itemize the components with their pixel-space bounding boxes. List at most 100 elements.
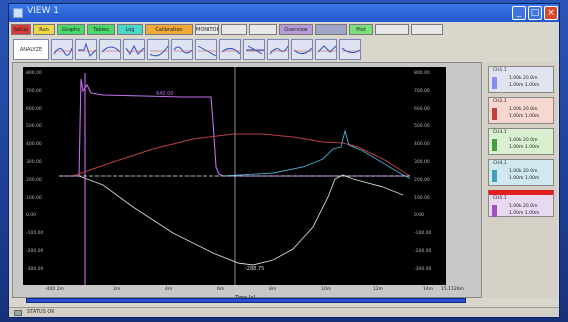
right-y-tick: 500.00: [414, 124, 430, 130]
thumbnail-analyze[interactable]: ANALYZE: [13, 39, 49, 60]
red-trace: [72, 133, 434, 194]
horizontal-scrollbar[interactable]: [26, 298, 466, 303]
left-y-tick: 400.00: [26, 142, 42, 148]
app-icon: [13, 8, 23, 18]
thumbnail-12[interactable]: [291, 39, 313, 60]
thumbnail-4[interactable]: [99, 39, 121, 60]
thumbnail-strip: ANALYZE: [13, 39, 363, 61]
thumbnail-plot-icon: [149, 45, 168, 57]
thumbnail-2[interactable]: [51, 39, 73, 60]
thumbnail-3[interactable]: [75, 39, 97, 60]
left-y-axis: 800.00 700.00 600.00 500.00 400.00 300.00 200.…: [23, 67, 59, 285]
legend-swatch: [492, 139, 497, 151]
status-bar: STATUS OK: [9, 307, 559, 317]
tab-row: Setup Run Graphs Tables Log Calibration MONITO…: [11, 24, 557, 36]
legend-entry[interactable]: CH2.1 1.00k 20.0m 1.00m 1.00m: [488, 97, 554, 124]
thumbnail-6[interactable]: [147, 39, 169, 60]
purple-trace: [59, 78, 410, 177]
tab-12[interactable]: Plot: [349, 24, 373, 35]
plot-area[interactable]: 640.00 -288.75 800.00 700.00 600.00 500.00 4…: [23, 67, 446, 285]
tab-9[interactable]: [249, 24, 277, 35]
thumbnail-9[interactable]: [219, 39, 241, 60]
tab-4[interactable]: Tables: [87, 24, 115, 35]
legend-value-1: 1.00k 20.0m: [509, 169, 538, 174]
x-tick: 10m: [321, 287, 332, 292]
thumbnail-plot-icon: [78, 42, 96, 57]
left-y-tick: 600.00: [26, 106, 42, 112]
legend-entry[interactable]: CH1.1 1.00k 20.0m 1.00m 1.00m: [488, 66, 554, 93]
minimize-button[interactable]: _: [512, 6, 526, 20]
tab-2[interactable]: Run: [33, 24, 55, 35]
thumbnail-plot-icon: [221, 48, 240, 55]
right-y-tick: -200.00: [414, 249, 432, 254]
legend-value-2: 1.00m 1.00m: [509, 114, 540, 119]
left-y-tick: 200.00: [26, 177, 42, 183]
left-y-tick: 0.00: [26, 213, 37, 219]
legend-value-2: 1.00m 1.00m: [509, 145, 540, 150]
thumbnail-7[interactable]: [171, 39, 193, 60]
status-icon: [14, 310, 22, 316]
left-y-tick: -200.00: [26, 249, 44, 254]
legend-panel: CH1.1 1.00k 20.0m 1.00m 1.00m CH2.1 1.00k 20…: [483, 62, 557, 298]
x-tick: 12m: [373, 287, 384, 292]
tab-1[interactable]: Setup: [11, 24, 31, 35]
legend-value-1: 1.00k 20.0m: [509, 76, 538, 81]
legend-swatch: [492, 205, 497, 217]
legend-value-2: 1.00m 1.00m: [509, 211, 540, 216]
right-y-tick: 700.00: [414, 88, 430, 94]
maximize-button[interactable]: □: [528, 6, 542, 20]
legend-entry[interactable]: CH4.1 1.00k 20.0m 1.00m 1.00m: [488, 159, 554, 186]
white-trace: [78, 174, 404, 266]
x-tick: 2m: [113, 287, 121, 292]
application-window: VIEW 1 _ □ × Setup Run Graphs Tables Log Cali…: [8, 3, 560, 318]
right-y-tick: -100.00: [414, 231, 432, 237]
tab-5[interactable]: Log: [117, 24, 143, 35]
x-tick: 8m: [269, 287, 277, 292]
left-y-tick: 500.00: [26, 124, 42, 130]
left-y-tick: -100.00: [26, 231, 44, 237]
tab-8[interactable]: [221, 24, 247, 35]
thumbnail-13[interactable]: [315, 39, 337, 60]
left-y-tick: 700.00: [26, 88, 42, 94]
right-y-tick: 400.00: [414, 142, 430, 148]
right-y-tick: 300.00: [414, 160, 430, 165]
thumbnail-10[interactable]: [243, 39, 265, 60]
tab-3[interactable]: Graphs: [57, 24, 85, 35]
tab-7[interactable]: MONITOR: [195, 24, 219, 35]
x-tick: 14m: [423, 287, 434, 292]
plot-svg: 640.00 -288.75: [59, 67, 434, 285]
legend-value-1: 1.00k 20.0m: [509, 107, 538, 112]
thumbnail-plot-icon: [125, 44, 144, 55]
tab-10[interactable]: Overview: [279, 24, 313, 35]
legend-swatch: [492, 170, 497, 182]
thumbnail-14[interactable]: [339, 39, 361, 60]
thumbnail-11[interactable]: [267, 39, 289, 60]
x-tick: -400.2m: [45, 287, 64, 292]
x-tick: 6m: [217, 287, 225, 292]
plot-frame: 640.00 -288.75 800.00 700.00 600.00 500.00 4…: [12, 62, 483, 301]
thumbnail-8[interactable]: [195, 39, 217, 60]
close-button[interactable]: ×: [544, 6, 558, 20]
legend-name: CH5.1: [493, 196, 507, 201]
legend-value-2: 1.00m 1.00m: [509, 176, 540, 181]
legend-name: CH2.1: [493, 99, 507, 104]
title-bar[interactable]: VIEW 1 _ □ ×: [9, 4, 559, 22]
thumbnail-plot-icon: [197, 45, 216, 57]
right-y-tick: 800.00: [414, 71, 430, 76]
left-y-tick: 100.00: [26, 195, 42, 201]
x-axis-labels: -400.2m 2m 4m 6m 8m 10m 12m 14m 15.1126m: [23, 287, 483, 295]
legend-entry[interactable]: CH3.1 1.00k 20.0m 1.00m 1.00m: [488, 128, 554, 155]
legend-value-1: 1.00k 20.0m: [509, 138, 538, 143]
trace-label-white: -288.75: [245, 266, 264, 272]
tab-13[interactable]: [375, 24, 409, 35]
thumbnail-5[interactable]: [123, 39, 145, 60]
tab-6[interactable]: Calibration: [145, 24, 193, 35]
thumbnail-plot-icon: [341, 47, 360, 54]
thumbnail-plot-icon: [269, 45, 288, 55]
tab-14[interactable]: [411, 24, 443, 35]
right-y-axis: 800.00 700.00 600.00 500.00 400.00 300.00 200.…: [410, 67, 446, 285]
tab-11[interactable]: [315, 24, 347, 35]
right-y-tick: 100.00: [414, 195, 430, 201]
x-tick: 15.1126m: [441, 287, 464, 292]
legend-entry[interactable]: CH5.1 1.00k 20.0m 1.00m 1.00m: [488, 190, 554, 217]
